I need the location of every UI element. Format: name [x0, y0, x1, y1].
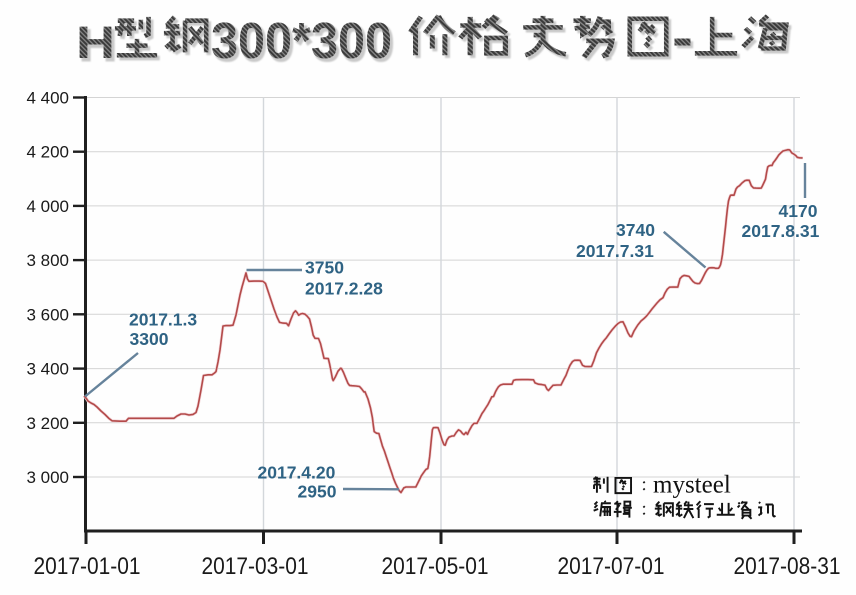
svg-text:2017-03-01: 2017-03-01	[202, 553, 309, 580]
svg-text:3 000: 3 000	[26, 468, 69, 487]
svg-text:2017.8.31: 2017.8.31	[742, 221, 820, 241]
svg-text:3 400: 3 400	[26, 360, 69, 379]
svg-text:H: H	[76, 17, 115, 68]
svg-text:2017-01-01: 2017-01-01	[34, 553, 141, 580]
svg-text:2017.1.3: 2017.1.3	[129, 310, 197, 330]
svg-text:4 000: 4 000	[26, 197, 69, 216]
svg-text:4 400: 4 400	[26, 89, 69, 108]
svg-text:2950: 2950	[298, 481, 337, 501]
svg-text:300*300: 300*300	[211, 12, 392, 69]
svg-text:300*300: 300*300	[214, 15, 395, 72]
svg-text:4 200: 4 200	[26, 143, 69, 162]
svg-text:3 200: 3 200	[26, 414, 69, 433]
svg-text:2017.2.28: 2017.2.28	[305, 279, 383, 299]
svg-text:3300: 3300	[130, 329, 169, 349]
svg-text:2017-08-31: 2017-08-31	[734, 553, 841, 580]
svg-text:3740: 3740	[616, 220, 655, 240]
svg-text:mysteel: mysteel	[653, 472, 731, 499]
svg-text:2017-05-01: 2017-05-01	[382, 553, 489, 580]
svg-text:2017.4.20: 2017.4.20	[258, 463, 336, 483]
svg-text:2017.7.31: 2017.7.31	[576, 241, 654, 261]
svg-text:4170: 4170	[779, 201, 818, 221]
svg-text:3750: 3750	[305, 258, 344, 278]
svg-text:3 800: 3 800	[26, 251, 69, 270]
svg-text:3 600: 3 600	[26, 305, 69, 324]
svg-text:2017-07-01: 2017-07-01	[558, 553, 665, 580]
svg-text:H: H	[79, 20, 118, 71]
